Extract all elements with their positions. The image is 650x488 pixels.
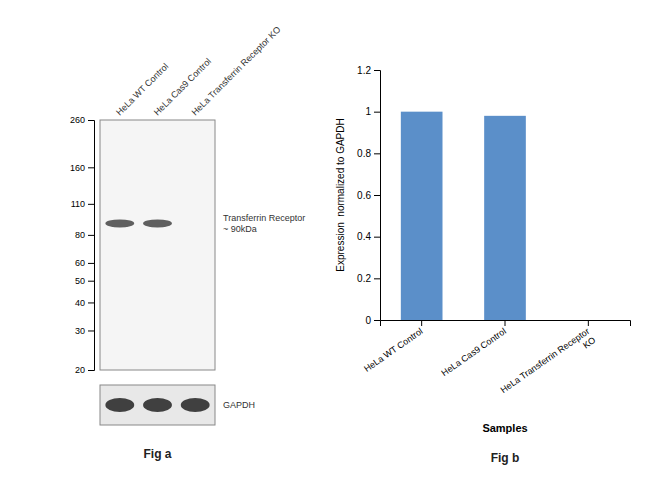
text-line: Transferrin Receptor [223,213,305,223]
tick: 50 [75,276,94,286]
band [105,219,134,227]
tick-mark [88,302,94,303]
tick-label: 0.2 [357,273,371,284]
tick-mark [374,195,380,196]
tick-mark [88,263,94,264]
tick: 1 [365,106,380,117]
tick: 40 [75,298,94,308]
tick-mark [88,235,94,236]
tick: 160 [70,163,94,173]
tick-mark [88,120,94,121]
tick-mark [374,70,380,71]
annotation: GAPDH [223,400,255,410]
tick: 0.2 [357,273,380,284]
tick-label: 30 [75,326,85,336]
text-line: KO [581,335,597,351]
tick: 1.2 [357,65,380,76]
bar [568,320,610,321]
tick-mark [374,112,380,113]
tick-label: 260 [70,115,85,125]
tick-label: HeLa Transferrin ReceptorKO [499,326,598,404]
gapdh-band [105,398,134,412]
tick-label: HeLa Cas9 Control [440,326,508,378]
tick-mark [88,330,94,331]
tick-label: 0.8 [357,148,371,159]
gapdh-band [181,398,210,412]
gapdh-band [143,398,172,412]
figure: 260160110806050403020HeLa WT ControlHeLa… [0,0,650,488]
tick: HeLa Transferrin ReceptorKO [499,320,598,404]
tick-mark [374,278,380,279]
tick-label: 1 [365,106,371,117]
tick-mark [88,370,94,371]
tick-mark [88,204,94,205]
bar-panel: 0 0.2 0.4 0.6 0.8 1 1.2 HeLa WT Control HeLa Cas… [335,65,631,465]
text-line: HeLa Cas9 Control [440,326,508,378]
tick: HeLa WT Control [362,320,425,374]
tick: HeLa Cas9 Control [440,320,508,378]
tick-label: HeLa WT Control [362,326,425,374]
tick-mark [374,237,380,238]
bar [401,112,443,320]
text-line: ~ 90kDa [223,224,257,234]
yticks-axis: 0 0.2 0.4 0.6 0.8 1 1.2 [357,65,380,326]
panel-title: Fig b [491,451,520,465]
axis-domain [381,321,631,327]
tick-label: 1.2 [357,65,371,76]
tick-mark [374,153,380,154]
tick-label: 20 [75,365,85,375]
blot-panel: 260160110806050403020HeLa WT ControlHeLa… [70,24,305,461]
tick: 0.8 [357,148,380,159]
annotation: Transferrin Receptor~ 90kDa [223,213,305,234]
tick-mark [421,320,422,326]
axis-domain [374,71,381,321]
tick-label: 160 [70,163,85,173]
bars [401,112,526,320]
tick: 260 [70,115,94,125]
tick-label: 0 [365,315,371,326]
text-line: GAPDH [223,400,255,410]
tick: 20 [75,365,94,375]
tick-label: 0.6 [357,190,371,201]
tick-label: 110 [71,199,85,209]
blot-membrane [100,120,215,370]
tick-label: 80 [75,230,85,240]
gapdh-bands [105,398,209,412]
tick-label: 40 [75,298,85,308]
band [143,219,172,227]
tick-label: 50 [75,276,85,286]
gapdh-membrane [100,385,215,425]
tick-mark [374,320,380,321]
tick-mark [88,167,94,168]
tick-mark [505,320,506,326]
tick: 0.6 [357,190,380,201]
lane-label: HeLa Transferrin Receptor KO [190,24,283,117]
yticks-axis: 260 160 110 80 60 50 40 30 20 [70,115,95,375]
axis-domain [88,121,95,371]
tick: 110 [71,199,94,209]
tick-mark [588,320,589,326]
bar [484,116,526,320]
text-line: HeLa WT Control [362,326,425,374]
tick: 30 [75,326,94,336]
tick-mark [88,281,94,282]
tick: 80 [75,230,94,240]
panel-title: Fig a [143,447,171,461]
text-line: HeLa Transferrin Receptor [499,326,592,395]
x-axis: HeLa WT Control HeLa Cas9 ControlHeLa Tra… [362,320,630,404]
tick-label: 0.4 [357,231,371,242]
y-axis-title: Expression normalized to GAPDH [335,118,346,271]
tick-label: 60 [75,258,85,268]
tick: 0 [365,315,380,326]
tick: 0.4 [357,231,380,242]
x-axis-title: Samples [482,422,527,434]
bands [105,219,172,227]
tick: 60 [75,258,94,268]
